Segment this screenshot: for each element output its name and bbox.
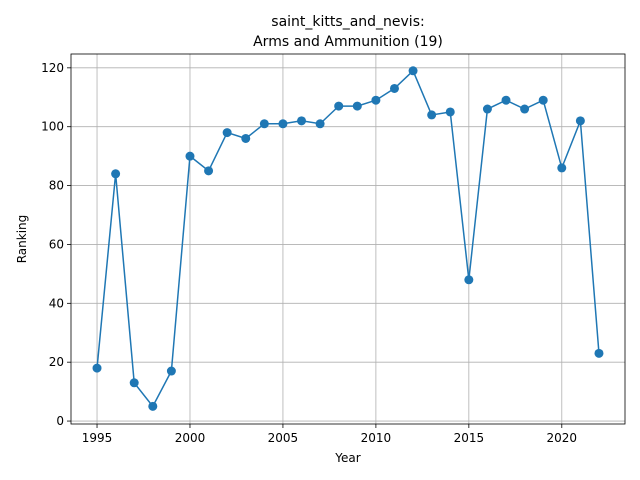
y-tick-label: 20 [49, 355, 64, 369]
data-point-2020 [557, 163, 567, 173]
data-point-2013 [427, 110, 437, 120]
y-axis-label: Ranking [15, 215, 29, 264]
data-point-2009 [352, 101, 362, 111]
data-point-2004 [259, 119, 269, 129]
series-line [96, 69, 600, 408]
data-point-1995 [92, 363, 102, 373]
y-tick-label: 60 [49, 237, 64, 251]
x-tick-label: 1995 [82, 431, 113, 445]
series-markers [92, 66, 604, 411]
x-tick-label: 2000 [175, 431, 206, 445]
x-tick-label: 2020 [547, 431, 578, 445]
x-tick-label: 2005 [268, 431, 299, 445]
y-tick-label: 120 [41, 61, 64, 75]
data-point-1997 [129, 378, 139, 388]
chart-title-line-1: saint_kitts_and_nevis: [271, 14, 424, 30]
data-point-1996 [111, 169, 121, 179]
y-tick-label: 0 [56, 414, 64, 428]
x-axis-label: Year [334, 451, 360, 465]
data-point-2001 [204, 166, 214, 176]
data-point-1998 [148, 401, 158, 411]
data-point-2014 [445, 107, 455, 117]
data-point-2003 [241, 133, 251, 143]
data-point-2006 [297, 116, 307, 126]
data-point-2002 [222, 128, 232, 138]
chart-title-line-2: Arms and Ammunition (19) [253, 34, 443, 50]
data-point-2018 [520, 104, 530, 114]
grid-lines [71, 54, 625, 424]
data-point-2022 [594, 348, 604, 358]
y-tick-label: 100 [41, 120, 64, 134]
x-tick-label: 2015 [454, 431, 485, 445]
data-point-2008 [334, 101, 344, 111]
data-point-2010 [371, 95, 381, 105]
data-point-2012 [408, 66, 418, 76]
x-tick-label: 2010 [361, 431, 392, 445]
y-tick-label: 40 [49, 296, 64, 310]
data-point-2016 [482, 104, 492, 114]
data-point-2021 [575, 116, 585, 126]
data-point-2011 [389, 83, 399, 93]
data-point-2007 [315, 119, 325, 129]
data-point-2015 [464, 275, 474, 285]
data-point-2019 [538, 95, 548, 105]
data-point-2000 [185, 151, 195, 161]
y-axis-ticks: 0 20 40 60 80 100 120 [41, 61, 71, 428]
plot-area-frame [70, 53, 626, 425]
x-axis-ticks: 1995 2000 2005 2010 2015 2020 [82, 424, 577, 445]
data-point-2017 [501, 95, 511, 105]
data-point-1999 [166, 366, 176, 376]
y-tick-label: 80 [49, 179, 64, 193]
data-point-2005 [278, 119, 288, 129]
